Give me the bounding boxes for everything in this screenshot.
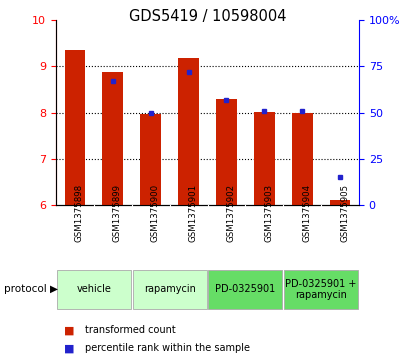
Bar [103,72,123,205]
Bar [140,114,161,205]
Text: transformed count: transformed count [85,325,176,335]
Text: GSM1375903: GSM1375903 [264,184,273,242]
Text: GSM1375904: GSM1375904 [302,184,311,242]
Bar [254,111,275,205]
FancyBboxPatch shape [284,270,358,309]
Text: protocol ▶: protocol ▶ [4,285,58,294]
Text: ■: ■ [64,325,75,335]
Text: GSM1375899: GSM1375899 [113,184,122,242]
Bar [216,99,237,205]
FancyBboxPatch shape [208,270,283,309]
Text: PD-0325901: PD-0325901 [215,285,276,294]
Bar [330,200,350,205]
Text: GSM1375901: GSM1375901 [188,184,198,242]
Text: GSM1375898: GSM1375898 [75,184,84,242]
Bar [178,58,199,205]
Text: GSM1375902: GSM1375902 [227,184,235,242]
Text: percentile rank within the sample: percentile rank within the sample [85,343,250,354]
Text: GSM1375900: GSM1375900 [151,184,160,242]
Text: ■: ■ [64,343,75,354]
Bar [65,50,85,205]
Text: GDS5419 / 10598004: GDS5419 / 10598004 [129,9,286,24]
Text: PD-0325901 +
rapamycin: PD-0325901 + rapamycin [286,279,357,300]
Text: GSM1375905: GSM1375905 [340,184,349,242]
Bar [292,113,312,205]
FancyBboxPatch shape [57,270,131,309]
FancyBboxPatch shape [132,270,207,309]
Text: vehicle: vehicle [76,285,111,294]
Text: rapamycin: rapamycin [144,285,195,294]
